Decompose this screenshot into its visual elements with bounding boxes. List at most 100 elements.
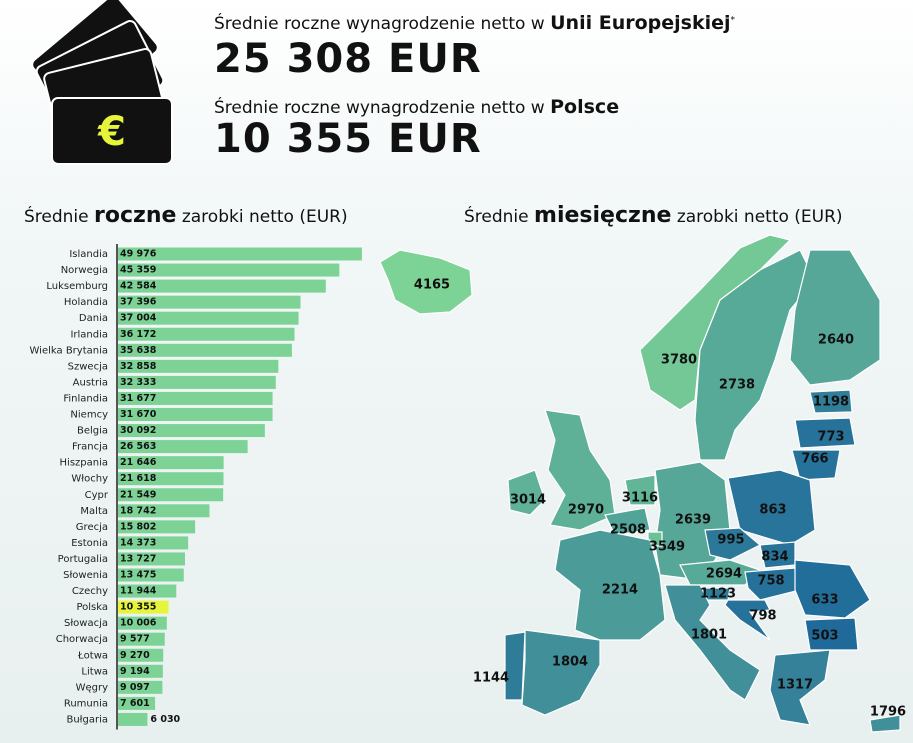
value-label: 14 373 bbox=[120, 537, 156, 548]
bar bbox=[118, 712, 148, 726]
y-tick-label: Chorwacja bbox=[56, 634, 108, 645]
map-label: 2508 bbox=[610, 523, 646, 538]
value-label: 6 030 bbox=[150, 714, 180, 725]
value-label: 11 944 bbox=[120, 586, 157, 597]
country bbox=[804, 617, 859, 651]
country bbox=[809, 389, 853, 414]
y-tick-label: Niemcy bbox=[70, 410, 108, 421]
country bbox=[507, 469, 546, 516]
value-label: 31 677 bbox=[120, 393, 156, 404]
bar bbox=[118, 327, 295, 341]
y-tick-label: Irlandia bbox=[70, 329, 108, 340]
bar bbox=[118, 520, 196, 534]
bar bbox=[118, 648, 164, 662]
y-tick-label: Wielka Brytania bbox=[30, 345, 108, 356]
value-label: 9 194 bbox=[120, 666, 150, 677]
map-label: 633 bbox=[811, 593, 838, 608]
value-label: 9 577 bbox=[120, 634, 150, 645]
map-label: 3549 bbox=[649, 540, 685, 555]
pl-value: 10 355 EUR bbox=[214, 116, 482, 162]
bar bbox=[118, 696, 156, 710]
note: * bbox=[730, 15, 736, 26]
bar bbox=[118, 472, 224, 486]
y-tick-label: Szwecja bbox=[68, 361, 108, 372]
value-label: 37 396 bbox=[120, 297, 157, 308]
title-part: miesięczne bbox=[534, 203, 671, 228]
map-label: 798 bbox=[749, 609, 776, 624]
map-label: 4165 bbox=[414, 278, 450, 293]
bar bbox=[118, 616, 167, 630]
y-tick-label: Włochy bbox=[71, 474, 108, 485]
country bbox=[869, 714, 901, 733]
map-label: 1801 bbox=[691, 628, 727, 643]
value-label: 35 638 bbox=[120, 345, 157, 356]
map-label: 1804 bbox=[552, 655, 588, 670]
y-tick-label: Belgia bbox=[77, 426, 108, 437]
map-label: 766 bbox=[801, 452, 828, 467]
value-label: 10 006 bbox=[120, 618, 157, 629]
value-label: 32 333 bbox=[120, 377, 156, 388]
bar-chart: Islandia 49 976 Norwegia 45 359 Luksemburg 42… bbox=[30, 244, 362, 730]
y-tick-label: Grecja bbox=[76, 522, 108, 533]
title-part: zarobki netto (EUR) bbox=[182, 207, 348, 227]
bar bbox=[118, 552, 185, 566]
map-label: 2970 bbox=[568, 503, 604, 518]
icon-symbol: € bbox=[97, 109, 126, 155]
country bbox=[664, 584, 761, 701]
value-label: 32 858 bbox=[120, 361, 157, 372]
y-tick-label: Malta bbox=[80, 506, 108, 517]
y-tick-label: Norwegia bbox=[61, 265, 108, 276]
country bbox=[694, 249, 816, 461]
value-label: 45 359 bbox=[120, 265, 156, 276]
bar-title: Średnie roczne zarobki netto (EUR) bbox=[24, 203, 348, 228]
title-part: Średnie bbox=[24, 205, 89, 227]
y-tick-label: Polska bbox=[76, 602, 108, 613]
value-label: 21 549 bbox=[120, 489, 156, 500]
country bbox=[624, 474, 656, 506]
value-label: 42 584 bbox=[120, 281, 157, 292]
bar bbox=[118, 408, 273, 421]
map-label: 2738 bbox=[719, 378, 755, 393]
bar bbox=[118, 568, 184, 582]
y-tick-label: Austria bbox=[73, 377, 108, 388]
pl-label: Średnie roczne wynagrodzenie netto w Pol… bbox=[214, 96, 619, 118]
bar bbox=[118, 632, 165, 646]
country bbox=[544, 409, 616, 531]
bar bbox=[118, 343, 292, 357]
bar bbox=[118, 359, 279, 373]
bar bbox=[118, 440, 248, 454]
country bbox=[769, 649, 831, 726]
map-label: 2639 bbox=[675, 513, 711, 528]
value-label: 49 976 bbox=[120, 249, 157, 260]
bar bbox=[118, 279, 326, 293]
bar bbox=[118, 375, 276, 389]
map-label: 995 bbox=[717, 533, 744, 548]
y-tick-label: Islandia bbox=[69, 249, 108, 260]
y-tick-label: Rumunia bbox=[64, 698, 108, 709]
value-label: 18 742 bbox=[120, 505, 156, 516]
map-label: 1123 bbox=[700, 587, 736, 602]
value-label: 13 475 bbox=[120, 570, 156, 581]
value-label: 15 802 bbox=[120, 521, 156, 532]
value-label: 31 670 bbox=[120, 409, 157, 420]
y-tick-label: Finlandia bbox=[63, 393, 108, 404]
y-tick-label: Łotwa bbox=[77, 650, 108, 661]
map-label: 1796 bbox=[870, 705, 906, 720]
map-label: 834 bbox=[761, 550, 788, 565]
map-label: 1144 bbox=[473, 671, 509, 686]
text: Polsce bbox=[550, 96, 620, 118]
bar bbox=[118, 424, 265, 438]
y-tick-label: Portugalia bbox=[58, 554, 108, 565]
text: Unii Europejskiej bbox=[550, 12, 731, 34]
country bbox=[724, 599, 771, 641]
country bbox=[604, 507, 651, 536]
map: 4165 3780 2738 2640 1198 773 766 3014 29… bbox=[379, 234, 906, 733]
title-part: roczne bbox=[94, 203, 176, 228]
title-part: zarobki netto (EUR) bbox=[677, 207, 843, 227]
bar bbox=[118, 456, 224, 470]
y-tick-label: Luksemburg bbox=[46, 281, 108, 292]
country bbox=[794, 559, 871, 619]
map-label: 1198 bbox=[813, 395, 849, 410]
bar bbox=[118, 488, 224, 502]
y-tick-label: Hiszpania bbox=[60, 458, 108, 469]
